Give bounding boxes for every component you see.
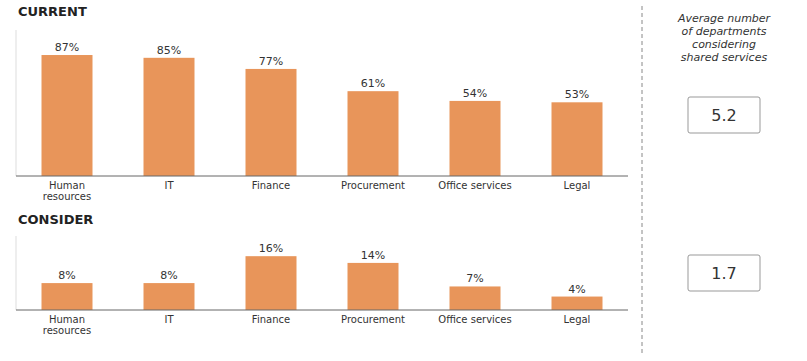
y-axis-line bbox=[16, 236, 17, 310]
text-line: Legal bbox=[564, 314, 591, 325]
text-line: of departments bbox=[682, 25, 767, 38]
data-label: 8% bbox=[58, 269, 75, 282]
average-value: 1.7 bbox=[711, 264, 736, 283]
x-axis bbox=[16, 310, 628, 311]
bar-chart: CONSIDER 8% 8% 16% 14% 7% 4% Humanresources IT Fi… bbox=[16, 212, 628, 336]
text-line: Finance bbox=[252, 314, 290, 325]
data-label: 61% bbox=[361, 77, 385, 90]
x-tick-label: Office services bbox=[438, 314, 511, 325]
x-tick-label: Finance bbox=[252, 314, 290, 325]
bar bbox=[552, 297, 603, 310]
bar bbox=[552, 102, 603, 176]
data-label: 77% bbox=[259, 55, 283, 68]
x-tick-label: Legal bbox=[564, 180, 591, 191]
data-label: 85% bbox=[157, 44, 181, 57]
annotation: Average numberof departmentsconsiderings… bbox=[677, 12, 772, 64]
text-line: Average number bbox=[677, 12, 772, 25]
text-line: shared services bbox=[681, 51, 768, 64]
text-line: resources bbox=[43, 191, 91, 202]
data-label: 16% bbox=[259, 242, 283, 255]
x-tick-label: Finance bbox=[252, 180, 290, 191]
text-line: Office services bbox=[438, 180, 511, 191]
text-line: Human bbox=[49, 314, 85, 325]
text-line: IT bbox=[164, 180, 174, 191]
average-value: 5.2 bbox=[711, 106, 736, 125]
text-line: considering bbox=[692, 38, 756, 51]
text-line: Legal bbox=[564, 180, 591, 191]
bar bbox=[42, 283, 93, 310]
text-line: IT bbox=[164, 314, 174, 325]
data-label: 87% bbox=[55, 41, 79, 54]
chart-title: CONSIDER bbox=[18, 212, 93, 227]
x-tick-label: Legal bbox=[564, 314, 591, 325]
bar bbox=[144, 58, 195, 176]
x-tick-label: Office services bbox=[438, 180, 511, 191]
data-label: 4% bbox=[568, 283, 585, 296]
x-tick-label: Humanresources bbox=[43, 314, 91, 336]
text-line: Finance bbox=[252, 180, 290, 191]
chart-svg: CURRENT87%85%77%61%54%53%HumanresourcesI… bbox=[0, 0, 807, 361]
bar bbox=[348, 91, 399, 176]
bar-chart: CURRENT 87% 85% 77% 61% 54% 53% Humanresources I… bbox=[16, 4, 628, 202]
x-tick-label: IT bbox=[164, 314, 174, 325]
data-label: 8% bbox=[160, 269, 177, 282]
average-box bbox=[688, 97, 760, 133]
divider bbox=[642, 6, 643, 355]
chart-container: CURRENT87%85%77%61%54%53%HumanresourcesI… bbox=[0, 0, 807, 361]
text-line: Human bbox=[49, 180, 85, 191]
data-label: 53% bbox=[565, 88, 589, 101]
x-tick-label: Procurement bbox=[341, 180, 405, 191]
text-line: Procurement bbox=[341, 180, 405, 191]
bars bbox=[42, 256, 603, 310]
bar bbox=[246, 256, 297, 310]
y-axis-line bbox=[16, 30, 17, 176]
x-tick-label: Humanresources bbox=[43, 180, 91, 202]
x-tick-label: Procurement bbox=[341, 314, 405, 325]
bars bbox=[42, 55, 603, 176]
bar bbox=[450, 286, 501, 310]
bar bbox=[246, 69, 297, 176]
bar bbox=[450, 101, 501, 176]
data-label: 14% bbox=[361, 249, 385, 262]
x-axis bbox=[16, 176, 628, 177]
bar bbox=[144, 283, 195, 310]
chart-title: CURRENT bbox=[18, 4, 87, 19]
text-line: resources bbox=[43, 325, 91, 336]
data-label: 54% bbox=[463, 87, 487, 100]
bar bbox=[348, 263, 399, 310]
average-box bbox=[688, 255, 760, 291]
text-line: Office services bbox=[438, 314, 511, 325]
bar bbox=[42, 55, 93, 176]
text-line: Procurement bbox=[341, 314, 405, 325]
x-tick-label: IT bbox=[164, 180, 174, 191]
data-label: 7% bbox=[466, 272, 483, 285]
